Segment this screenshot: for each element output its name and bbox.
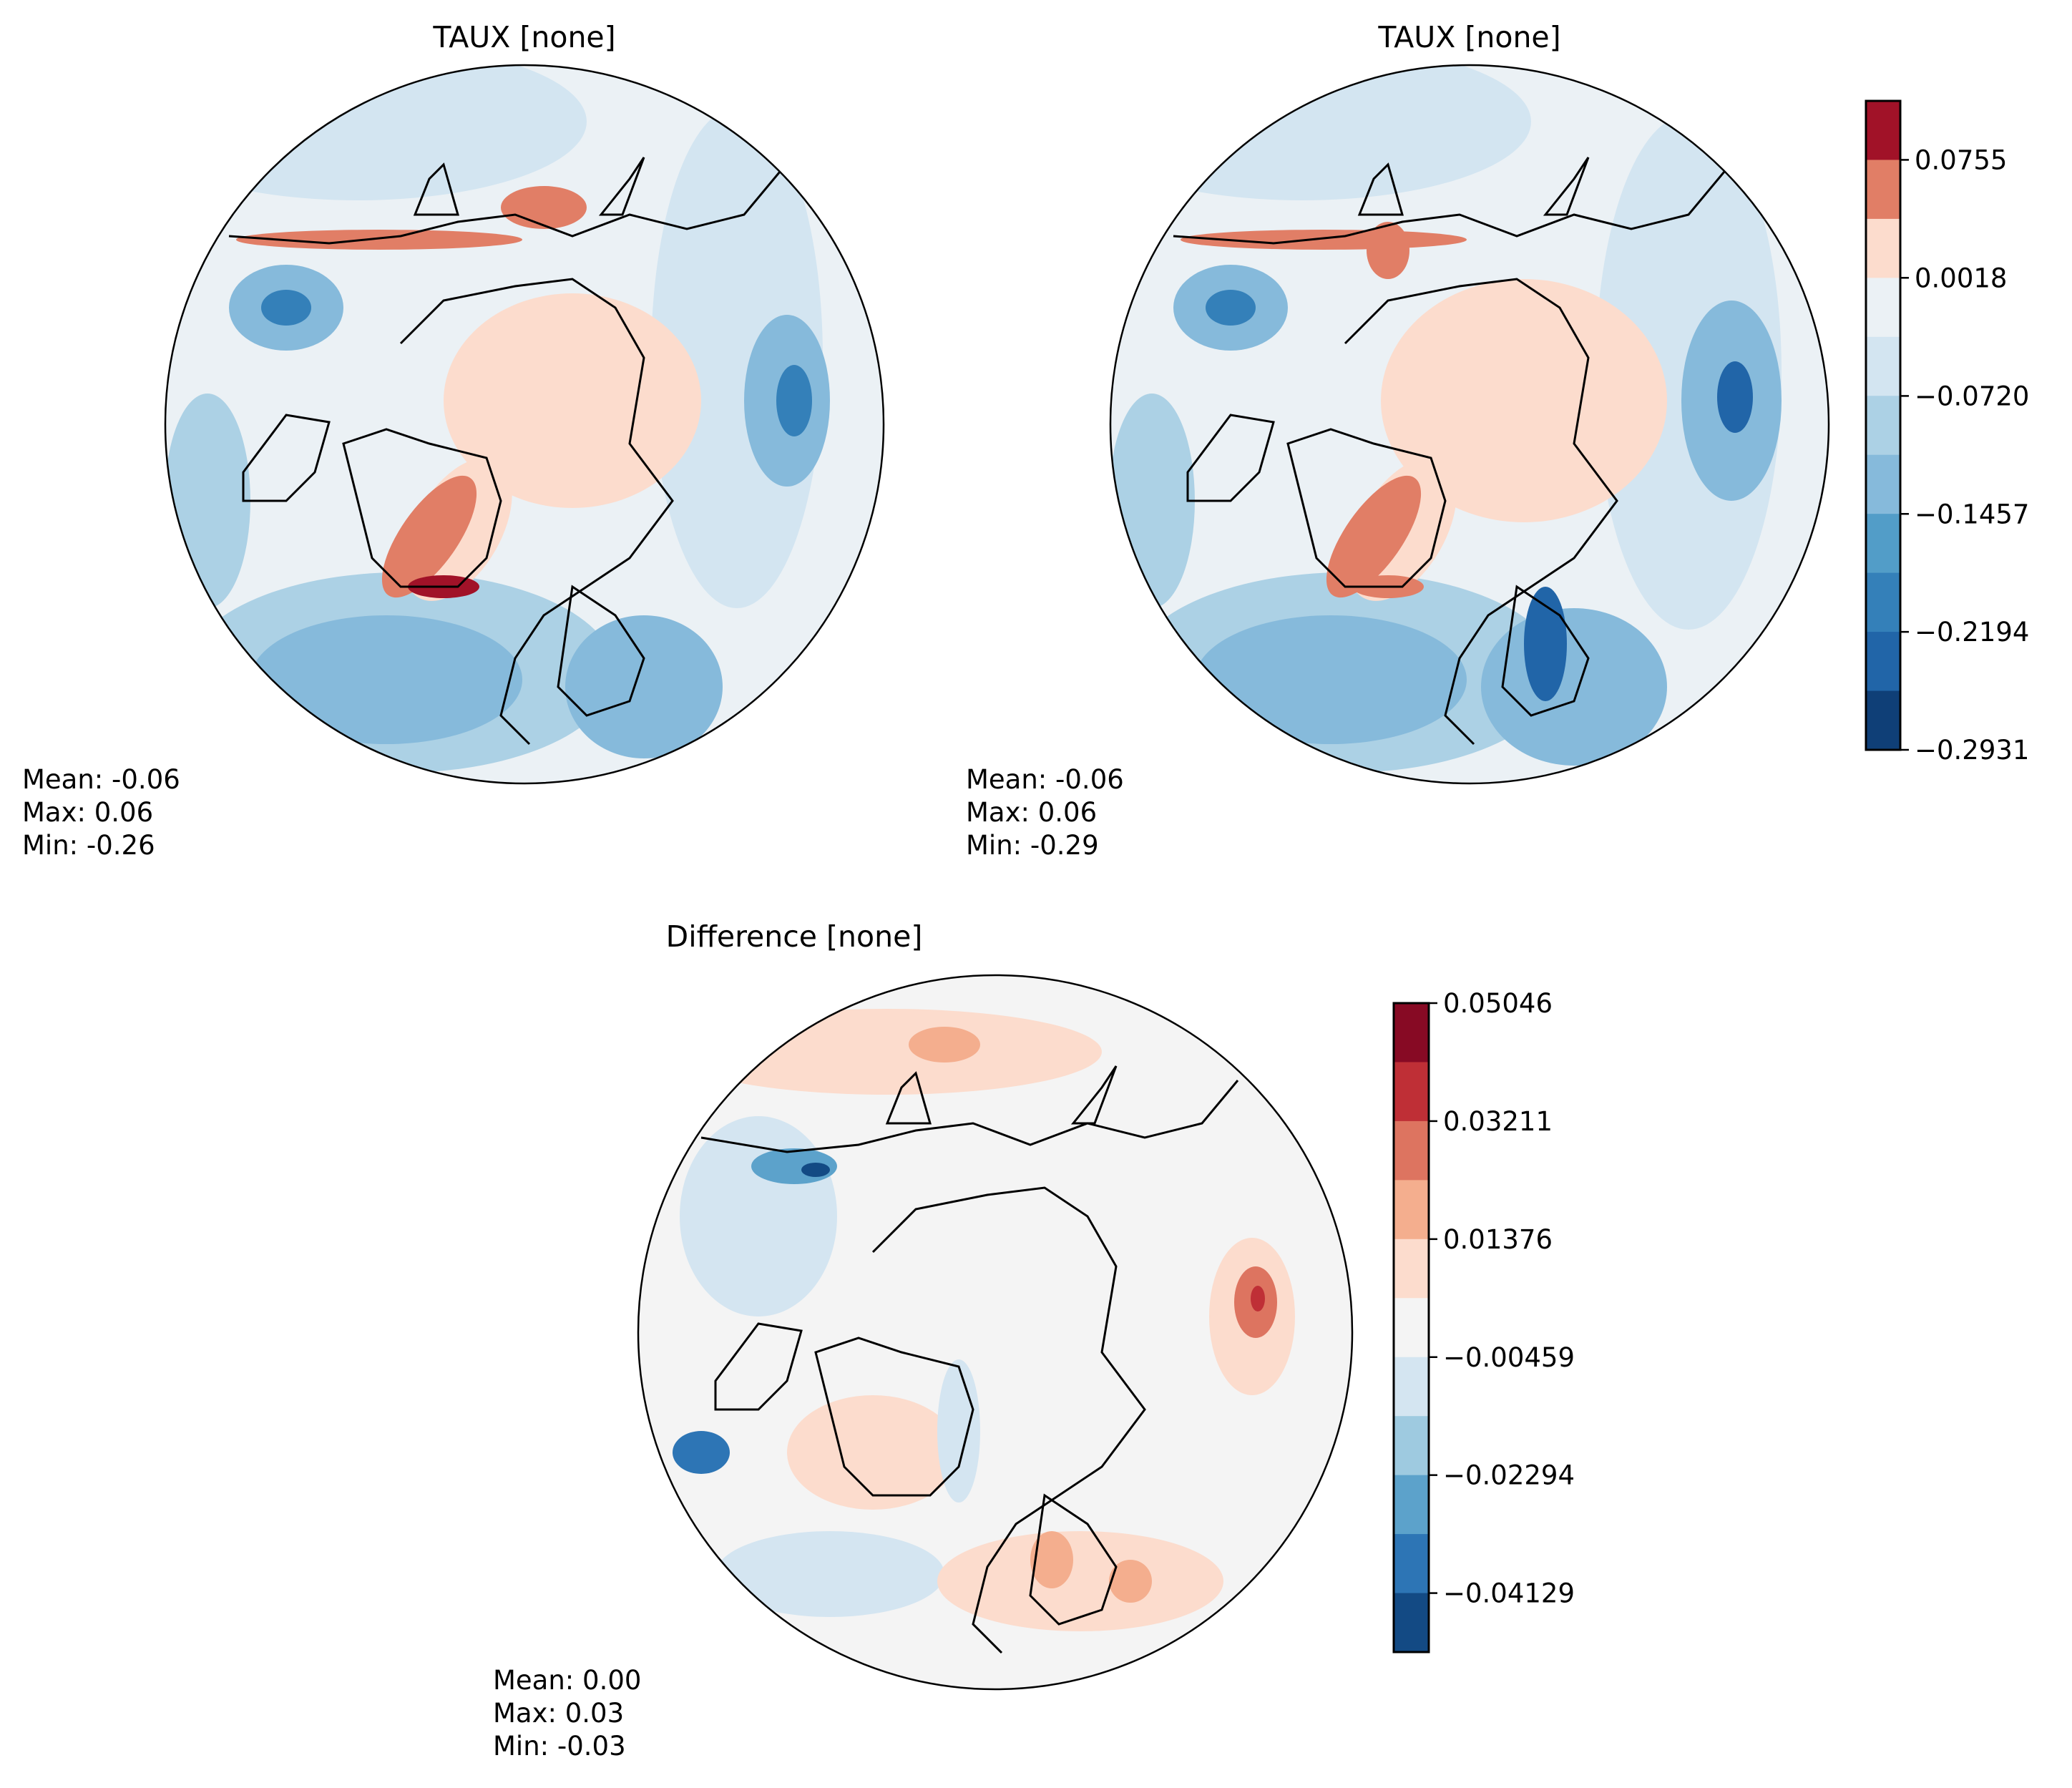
colorbar-tick-label: 0.05046 xyxy=(1443,988,1553,1019)
colorbar-tick-label: −0.02294 xyxy=(1443,1460,1575,1491)
colorbar-segment xyxy=(1866,396,1900,456)
coastlines xyxy=(1173,157,1726,746)
map-boundary xyxy=(637,974,1354,1691)
colorbar-segment xyxy=(1394,1180,1429,1240)
colorbar-segment xyxy=(1866,101,1900,160)
colorbar-tick-label: −0.04129 xyxy=(1443,1578,1575,1609)
contour-fill xyxy=(1110,65,1829,783)
stat-max: Max: 0.06 xyxy=(22,797,153,828)
coastlines xyxy=(700,1065,1239,1654)
colorbar-segment xyxy=(1866,514,1900,574)
colorbar-segment xyxy=(1866,690,1900,751)
colorbar-segment xyxy=(1866,572,1900,632)
coastlines xyxy=(228,157,781,746)
stat-max: Max: 0.03 xyxy=(493,1698,624,1729)
stat-mean: Mean: -0.06 xyxy=(22,764,180,795)
map-boundary xyxy=(1109,64,1830,785)
colorbar-segment xyxy=(1394,1475,1429,1535)
colorbar-tick-label: 0.0755 xyxy=(1915,145,2007,175)
colorbar-segment xyxy=(1394,1239,1429,1299)
colorbar-segment xyxy=(1866,278,1900,338)
stat-mean: Mean: 0.00 xyxy=(493,1665,641,1696)
colorbar-segment xyxy=(1394,1120,1429,1181)
colorbar-segment xyxy=(1394,1593,1429,1653)
stat-min: Min: -0.26 xyxy=(22,830,155,861)
colorbar-segment xyxy=(1394,1062,1429,1122)
colorbar-tick-label: 0.01376 xyxy=(1443,1224,1553,1255)
map-boundary xyxy=(164,64,885,785)
stat-mean: Mean: -0.06 xyxy=(966,764,1124,795)
map-title: TAUX [none] xyxy=(432,20,615,54)
colorbar-tick-label: 0.03211 xyxy=(1443,1106,1553,1137)
colorbar-tick-label: −0.2194 xyxy=(1915,617,2029,648)
contour-fill xyxy=(638,975,1352,1689)
map-title: Difference [none] xyxy=(666,919,923,954)
map-panel-difference: Difference [none] xyxy=(493,919,1354,1762)
stat-min: Min: -0.03 xyxy=(493,1731,626,1762)
colorbar-segment xyxy=(1866,454,1900,514)
colorbar-segment xyxy=(1394,1003,1429,1062)
map-panel-1: TAUX [none] xyxy=(22,20,885,861)
colorbar-segment xyxy=(1394,1534,1429,1594)
map-title: TAUX [none] xyxy=(1377,20,1560,54)
stat-max: Max: 0.06 xyxy=(966,797,1097,828)
colorbar-tick-label: −0.1457 xyxy=(1915,499,2029,529)
colorbar-tick-label: 0.0018 xyxy=(1915,263,2007,293)
colorbar-segment xyxy=(1866,632,1900,692)
colorbar-difference: 0.05046 0.03211 0.01376 −0.00459 −0.02294 −0.… xyxy=(1392,988,1575,1653)
colorbar-segment xyxy=(1866,336,1900,396)
colorbar-segment xyxy=(1394,1357,1429,1417)
colorbar-segment xyxy=(1394,1298,1429,1358)
colorbar-top: 0.0755 0.0018 −0.0720 −0.1457 −0.2194 −0.2931 xyxy=(1865,99,2029,766)
map-panel-2: TAUX [none] xyxy=(966,20,1830,861)
colorbar-tick-label: −0.00459 xyxy=(1443,1342,1575,1373)
colorbar-outline xyxy=(1392,1002,1430,1653)
colorbar-outline xyxy=(1865,99,1902,751)
colorbar-segment xyxy=(1866,218,1900,278)
stat-min: Min: -0.29 xyxy=(966,830,1099,861)
colorbar-segment xyxy=(1394,1416,1429,1476)
colorbar-tick-label: −0.2931 xyxy=(1915,735,2029,766)
colorbar-segment xyxy=(1866,160,1900,220)
colorbar-tick-label: −0.0720 xyxy=(1915,381,2029,411)
contour-fill xyxy=(165,65,884,783)
